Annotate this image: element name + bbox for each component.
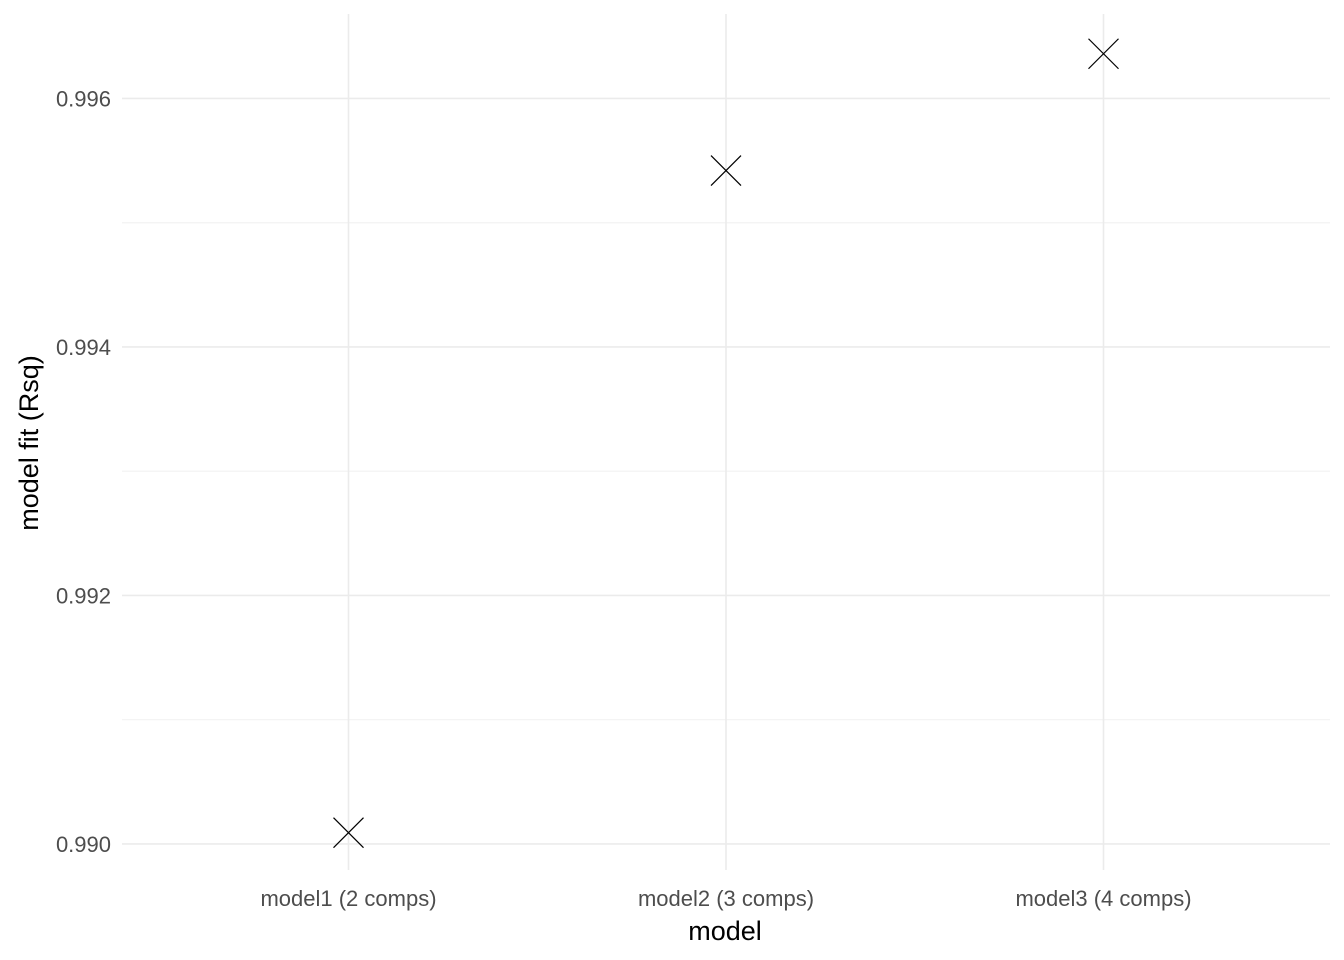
y-tick-label-0: 0.990 (56, 832, 111, 857)
x-tick-label-1: model2 (3 comps) (638, 886, 814, 911)
y-axis-title: model fit (Rsq) (14, 355, 44, 531)
y-tick-label-3: 0.996 (56, 86, 111, 111)
y-tick-label-2: 0.994 (56, 335, 111, 360)
y-tick-label-1: 0.992 (56, 583, 111, 608)
x-tick-label-2: model3 (4 comps) (1015, 886, 1191, 911)
x-axis-title: model (688, 916, 762, 946)
data-point-2 (1088, 38, 1119, 70)
x-axis-tick-labels: model1 (2 comps) model2 (3 comps) model3 (… (260, 886, 1191, 911)
data-point-0 (333, 817, 364, 849)
y-axis-tick-labels: 0.990 0.992 0.994 0.996 (56, 86, 111, 856)
data-point-1 (710, 155, 742, 186)
data-points (333, 38, 1119, 849)
major-gridlines (122, 14, 1330, 870)
x-tick-label-0: model1 (2 comps) (260, 886, 436, 911)
